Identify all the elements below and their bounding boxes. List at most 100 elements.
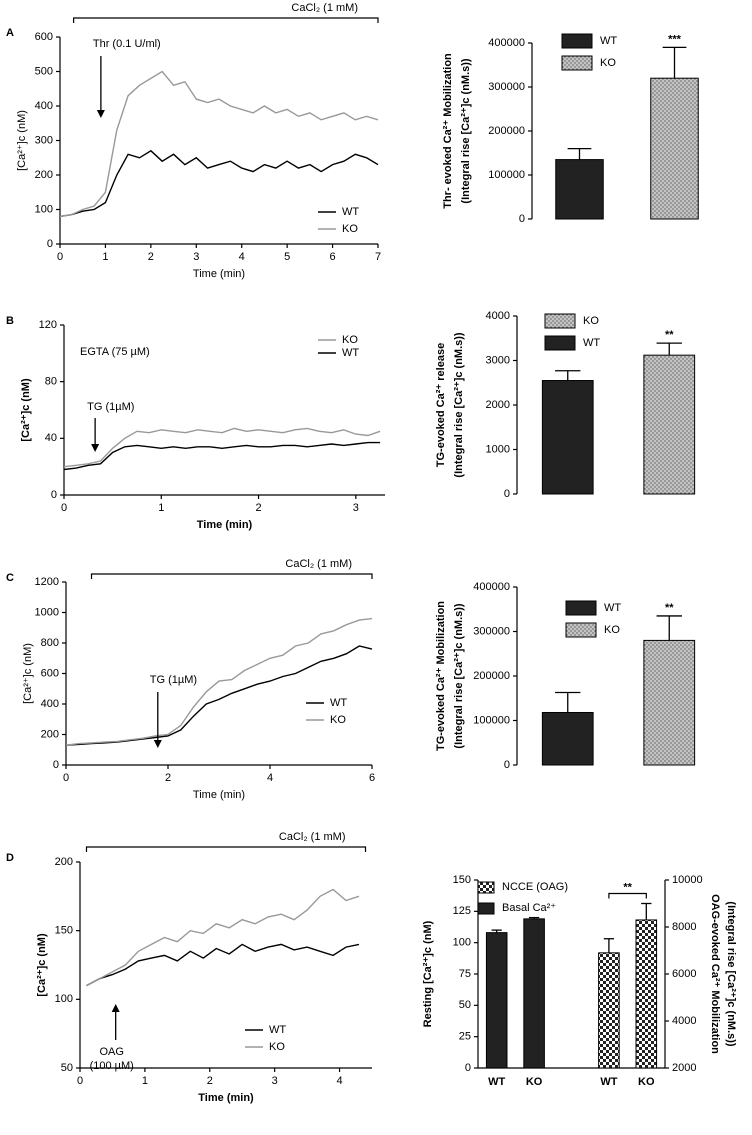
legend-label: KO (342, 223, 358, 235)
legend-swatch (565, 600, 597, 616)
annotation: EGTA (75 µM) (80, 346, 150, 358)
significance: ** (623, 881, 632, 893)
x-tick-label: 0 (77, 1075, 83, 1087)
y2-axis-label: OAG-evoked Ca²⁺ Mobilization (709, 894, 721, 1054)
legend-label: Basal Ca²⁺ (502, 902, 556, 914)
y-axis-label: [Ca²⁺]c (nM) (36, 933, 48, 997)
legend-label: KO (330, 714, 346, 726)
legend-label: WT (604, 602, 621, 614)
y-tick-label: 600 (41, 667, 59, 679)
y-tick-label: 4000 (486, 310, 510, 322)
y-tick-label: 2000 (672, 1062, 696, 1074)
x-tick-label: 4 (267, 772, 273, 784)
y-tick-label: 1200 (35, 576, 59, 588)
annotation: TG (1µM) (150, 674, 197, 686)
series-line (63, 441, 381, 471)
arrow-head (111, 1004, 120, 1012)
bar (485, 932, 508, 1069)
y-tick-label: 120 (39, 319, 57, 331)
legend-label: WT (269, 1024, 286, 1036)
x-tick-label: 2 (148, 251, 154, 263)
y-tick-label: 0 (51, 489, 57, 501)
y-tick-label: 75 (459, 968, 471, 980)
legend-label: WT (583, 337, 600, 349)
y-tick-label: 400000 (473, 581, 510, 593)
y-tick-label: 0 (504, 759, 510, 771)
y-axis-label: TG-evoked Ca²⁺ Mobilization (435, 601, 447, 751)
series-line (65, 645, 373, 746)
y-tick-label: 300000 (488, 81, 525, 93)
x-tick-label: 5 (284, 251, 290, 263)
x-tick-label: 6 (369, 772, 375, 784)
legend-swatch (477, 881, 495, 894)
legend-swatch (544, 335, 576, 351)
x-tick-label: 3 (353, 502, 359, 514)
legend-swatch (561, 33, 593, 49)
x-tick-label: 2 (207, 1075, 213, 1087)
span-bar (85, 846, 367, 852)
x-tick-label: WT (488, 1076, 505, 1088)
bar (635, 919, 658, 1069)
y-tick-label: 300 (35, 134, 53, 146)
panel-label: B (6, 315, 14, 327)
series-line (63, 427, 381, 468)
significance-bracket (608, 892, 647, 899)
legend-label: KO (604, 624, 620, 636)
annotation: TG (1µM) (87, 401, 134, 413)
x-axis-label: Time (min) (193, 789, 245, 801)
legend-label: WT (600, 35, 617, 47)
legend-swatch (565, 622, 597, 638)
y-tick-label: 500 (35, 65, 53, 77)
x-tick-label: 4 (336, 1075, 342, 1087)
y-axis-label: [Ca²⁺]c (nM) (22, 643, 34, 704)
series-line (65, 617, 373, 746)
y-tick-label: 400 (35, 100, 53, 112)
legend-label: WT (342, 347, 359, 359)
y-tick-label: 80 (45, 376, 57, 388)
panel-label: C (6, 572, 14, 584)
y-tick-label: 150 (453, 874, 471, 886)
y-tick-label: 800 (41, 637, 59, 649)
x-tick-label: 0 (63, 772, 69, 784)
y-tick-label: 200 (41, 728, 59, 740)
y-axis-sublabel: (Integral rise [Ca²⁺]c (nM.s)) (453, 332, 465, 477)
legend-swatch (561, 55, 593, 71)
x-tick-label: 3 (272, 1075, 278, 1087)
y-axis-label: [Ca²⁺]c (nM) (20, 378, 32, 442)
legend-label: KO (600, 57, 616, 69)
x-axis-label: Time (min) (193, 268, 245, 280)
axis-line (79, 862, 372, 1069)
bar (555, 159, 604, 220)
y-tick-label: 6000 (672, 968, 696, 980)
y-tick-label: 0 (53, 759, 59, 771)
legend-label: WT (342, 206, 359, 218)
y-tick-label: 100 (55, 993, 73, 1005)
legend-label: KO (583, 315, 599, 327)
significance: ** (665, 602, 674, 614)
x-axis-label: Time (min) (197, 519, 253, 531)
series-line (59, 70, 379, 218)
y-axis-sublabel: (Integral rise [Ca²⁺]c (nM.s)) (453, 603, 465, 748)
y-axis-label: Resting [Ca²⁺]c (nM) (422, 920, 434, 1027)
y-tick-label: 0 (465, 1062, 471, 1074)
x-tick-label: 2 (165, 772, 171, 784)
axis-line (59, 37, 378, 245)
y-tick-label: 125 (453, 905, 471, 917)
x-tick-label: KO (526, 1076, 543, 1088)
y-axis-label: TG-evoked Ca²⁺ release (435, 343, 447, 467)
legend-swatch (544, 313, 576, 329)
x-tick-label: 4 (239, 251, 245, 263)
significance: *** (668, 33, 682, 45)
y-tick-label: 400 (41, 698, 59, 710)
legend-label: KO (342, 334, 358, 346)
annotation: Thr (0.1 U/ml) (93, 38, 161, 50)
bar (541, 380, 594, 495)
y-tick-label: 300000 (473, 625, 510, 637)
y-tick-label: 200000 (488, 125, 525, 137)
y-tick-label: 200000 (473, 670, 510, 682)
axis-line (65, 582, 372, 766)
x-tick-label: 3 (193, 251, 199, 263)
x-tick-label: 1 (142, 1075, 148, 1087)
y-tick-label: 400000 (488, 37, 525, 49)
arrow-head (153, 740, 162, 748)
